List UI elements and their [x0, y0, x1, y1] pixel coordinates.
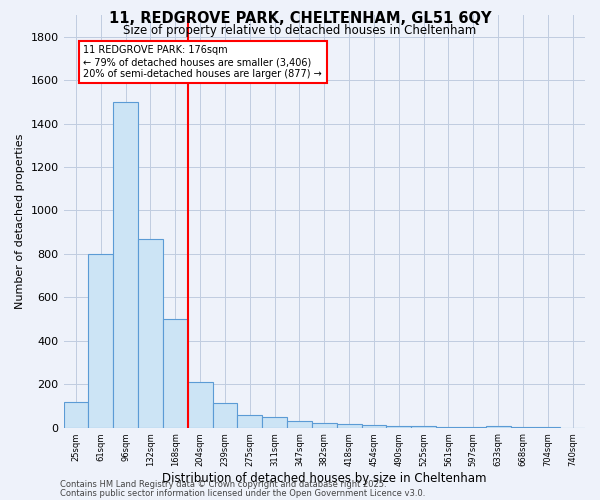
Text: Contains public sector information licensed under the Open Government Licence v3: Contains public sector information licen…: [60, 488, 425, 498]
Bar: [113, 102, 138, 428]
Bar: [436, 427, 461, 428]
X-axis label: Distribution of detached houses by size in Cheltenham: Distribution of detached houses by size …: [162, 472, 487, 485]
Bar: [238, 414, 262, 428]
Y-axis label: Number of detached properties: Number of detached properties: [15, 134, 25, 309]
Bar: [188, 382, 212, 428]
Bar: [411, 426, 436, 428]
Bar: [88, 254, 113, 428]
Bar: [312, 423, 337, 428]
Bar: [212, 402, 238, 427]
Bar: [386, 426, 411, 428]
Bar: [337, 424, 362, 428]
Bar: [362, 426, 386, 428]
Text: Size of property relative to detached houses in Cheltenham: Size of property relative to detached ho…: [124, 24, 476, 37]
Text: 11 REDGROVE PARK: 176sqm
← 79% of detached houses are smaller (3,406)
20% of sem: 11 REDGROVE PARK: 176sqm ← 79% of detach…: [83, 46, 322, 78]
Bar: [287, 421, 312, 428]
Bar: [262, 416, 287, 428]
Bar: [485, 426, 511, 428]
Bar: [64, 402, 88, 427]
Text: 11, REDGROVE PARK, CHELTENHAM, GL51 6QY: 11, REDGROVE PARK, CHELTENHAM, GL51 6QY: [109, 11, 491, 26]
Bar: [163, 319, 188, 428]
Bar: [138, 238, 163, 428]
Text: Contains HM Land Registry data © Crown copyright and database right 2025.: Contains HM Land Registry data © Crown c…: [60, 480, 386, 489]
